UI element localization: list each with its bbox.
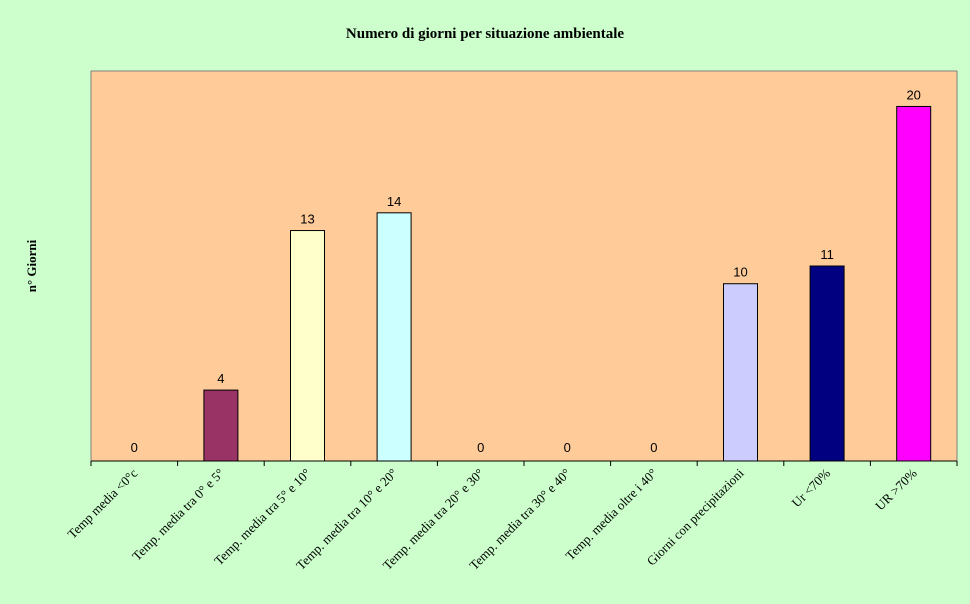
data-label: 0 xyxy=(564,440,571,455)
x-tick-label: Temp. media tra 30° e 40° xyxy=(466,466,573,573)
chart-title: Numero di giorni per situazione ambienta… xyxy=(346,26,625,42)
bar xyxy=(376,212,412,462)
bar xyxy=(723,283,758,462)
data-label: 11 xyxy=(820,247,834,262)
x-tick-label: Temp. media oltre i 40° xyxy=(562,466,660,564)
data-label: 0 xyxy=(650,440,657,455)
x-tick-label: Temp. media tra 0° e 5° xyxy=(129,466,227,564)
bar xyxy=(809,265,845,462)
x-axis xyxy=(90,460,958,466)
x-tick-label: Giorni con precipitazioni xyxy=(644,465,747,568)
x-tick-label: Ur <70% xyxy=(789,465,834,510)
y-axis-label: n° Giorni xyxy=(24,239,39,292)
x-tick-label: Temp. media tra 5° e 10° xyxy=(211,466,314,569)
data-label: 0 xyxy=(477,440,484,455)
data-label: 20 xyxy=(906,87,920,102)
x-tick-label: Temp media <0°c xyxy=(64,465,140,541)
data-label: 4 xyxy=(217,371,224,386)
bar xyxy=(203,389,239,462)
bar xyxy=(290,230,325,462)
data-label: 10 xyxy=(733,265,747,280)
bars-group xyxy=(203,105,932,462)
data-labels-group: 0 4 13 14 0 0 0 10 11 20 xyxy=(131,87,921,455)
data-label: 13 xyxy=(300,212,314,227)
x-tick-label: UR >70% xyxy=(872,465,920,513)
data-label: 14 xyxy=(387,194,401,209)
bar xyxy=(896,105,932,462)
data-label: 0 xyxy=(131,440,138,455)
